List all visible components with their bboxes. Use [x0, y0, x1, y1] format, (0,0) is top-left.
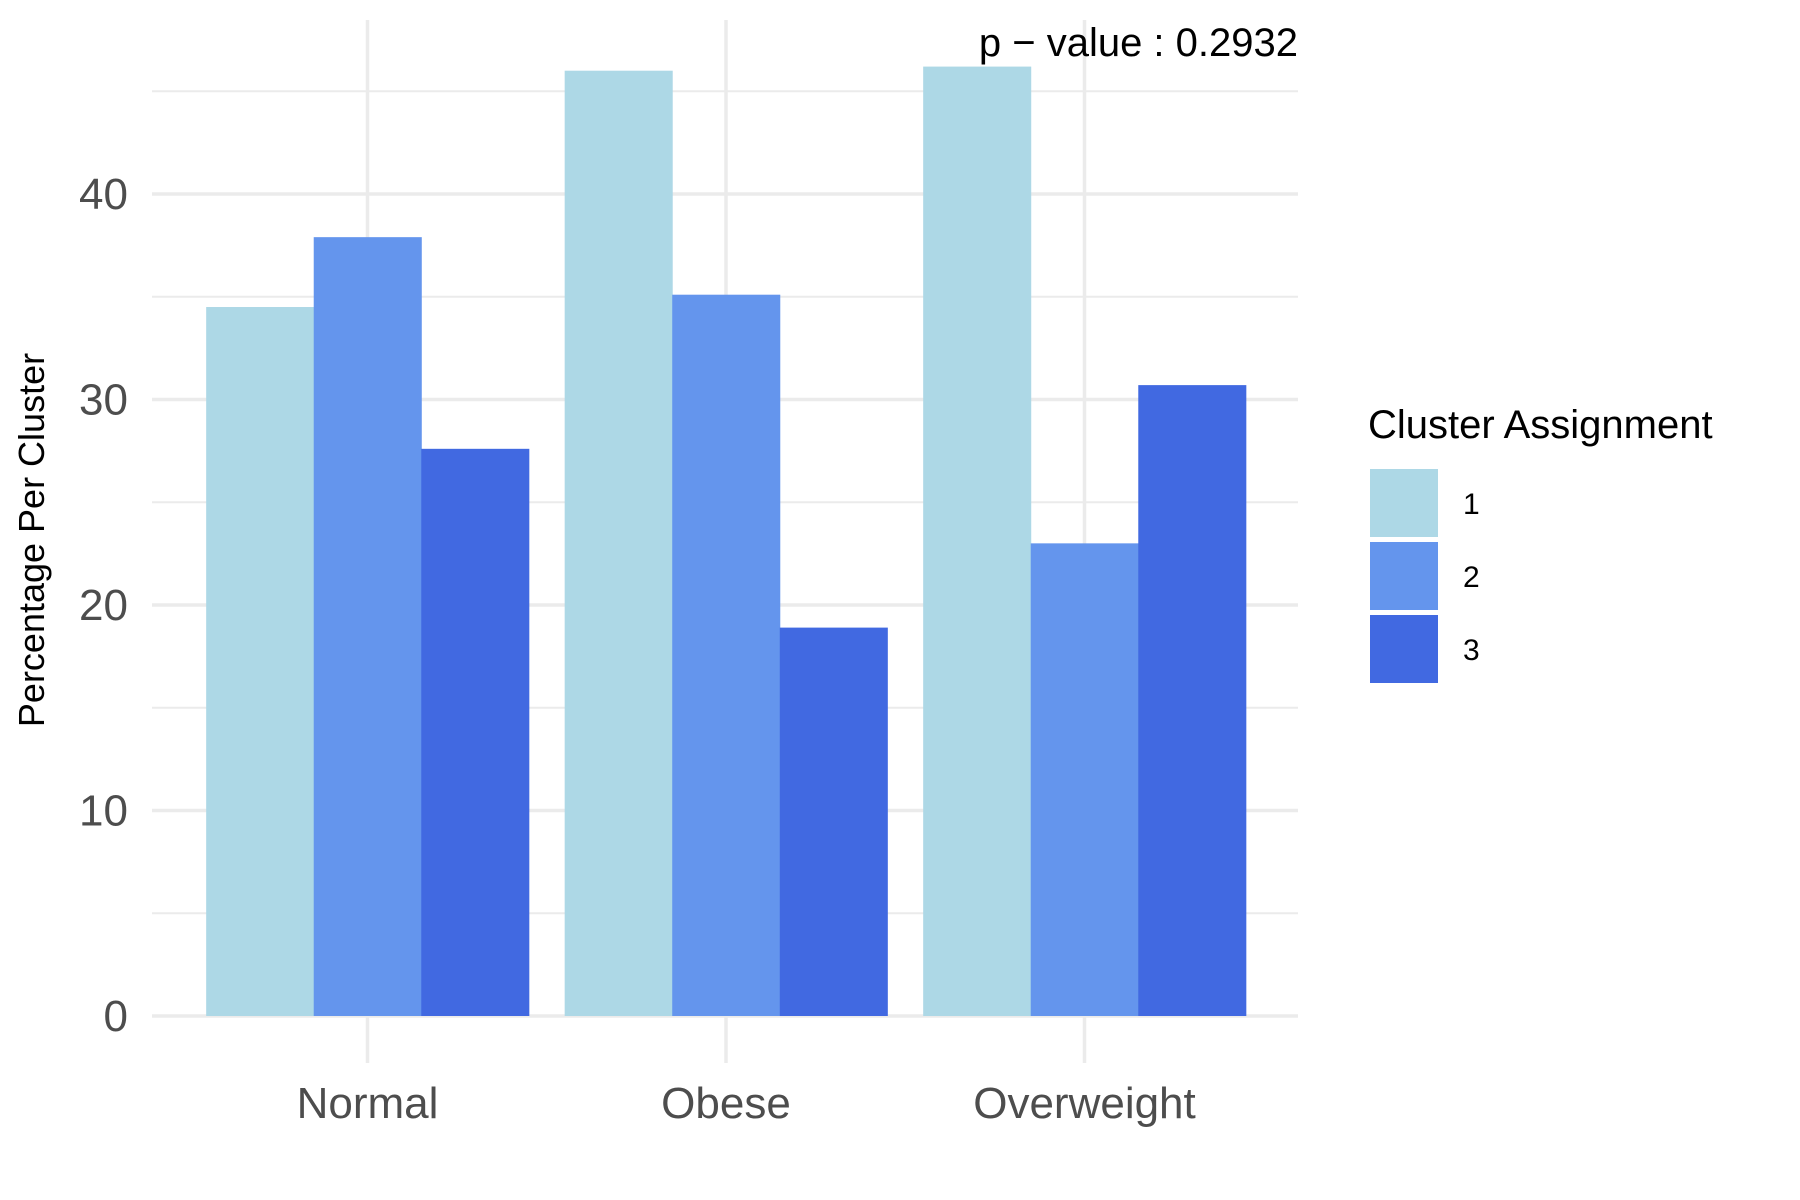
y-tick-label: 0 [104, 992, 128, 1041]
x-tick-label: Obese [661, 1079, 791, 1128]
legend-label-2: 2 [1463, 561, 1480, 594]
legend-key-3 [1370, 615, 1438, 683]
bar-obese-cluster-3 [779, 627, 888, 1016]
bar-normal-cluster-3 [421, 448, 530, 1016]
bar-obese-cluster-2 [672, 294, 781, 1016]
y-tick-label: 20 [79, 581, 128, 630]
legend-label-3: 3 [1463, 634, 1480, 667]
y-tick-label: 10 [79, 787, 128, 836]
bars [206, 66, 1247, 1017]
y-tick-labels: 0 10 20 30 40 [79, 170, 128, 1041]
x-tick-label: Normal [297, 1079, 439, 1128]
legend-label-1: 1 [1463, 488, 1480, 521]
bar-overweight-cluster-2 [1030, 543, 1139, 1016]
legend-key-1 [1370, 469, 1438, 537]
bar-normal-cluster-1 [206, 307, 315, 1016]
legend-title: Cluster Assignment [1368, 403, 1713, 447]
x-tick-labels: Normal Obese Overweight [297, 1079, 1196, 1128]
legend-items: 1 2 3 [1370, 469, 1480, 683]
bar-overweight-cluster-3 [1138, 385, 1247, 1016]
bar-normal-cluster-2 [313, 237, 422, 1016]
p-value-annotation: p − value : 0.2932 [979, 21, 1298, 65]
bar-obese-cluster-1 [564, 70, 673, 1016]
bar-overweight-cluster-1 [923, 66, 1032, 1017]
y-tick-label: 40 [79, 170, 128, 219]
legend: Cluster Assignment 1 2 3 [1368, 403, 1713, 683]
x-tick-label: Overweight [973, 1079, 1196, 1128]
y-axis-title: Percentage Per Cluster [11, 353, 52, 727]
y-tick-label: 30 [79, 376, 128, 425]
legend-key-2 [1370, 542, 1438, 610]
